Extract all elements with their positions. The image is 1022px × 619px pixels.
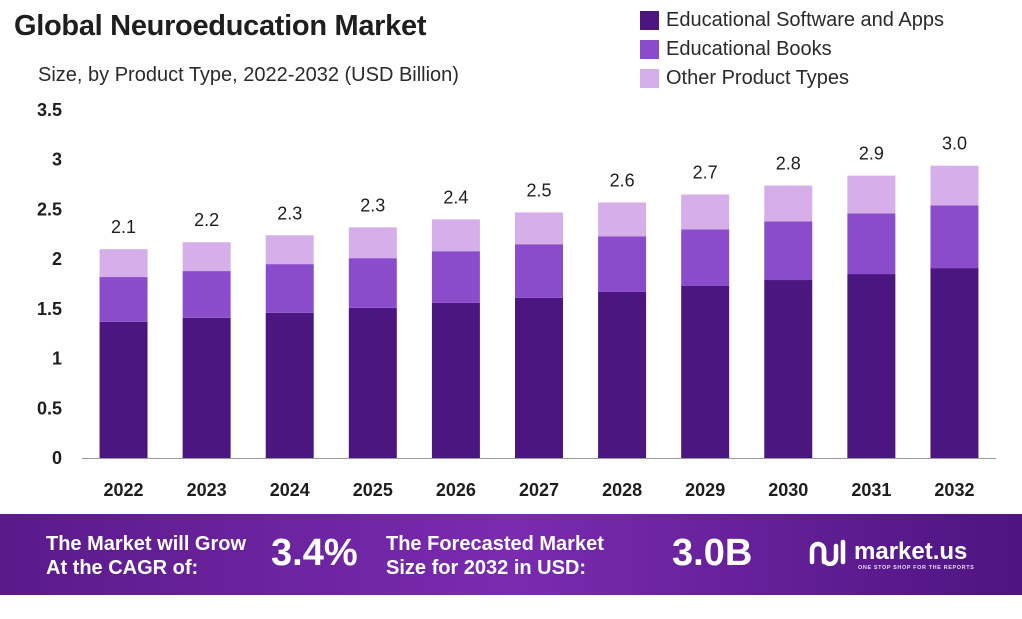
x-tick-label-2032: 2032 (934, 480, 974, 500)
bar-other-2031 (847, 175, 896, 214)
legend-swatch-software (640, 11, 659, 30)
legend-item-other: Other Product Types (640, 64, 944, 93)
cagr-label-line-1: The Market will Grow (46, 533, 247, 555)
total-label-2029: 2.7 (693, 163, 718, 183)
legend: Educational Software and Apps Educationa… (640, 6, 944, 93)
bar-other-2023 (182, 242, 231, 272)
bar-software-2025 (348, 307, 397, 458)
x-tick-label-2022: 2022 (104, 480, 144, 500)
total-label-2026: 2.4 (443, 187, 468, 207)
x-tick-label-2029: 2029 (685, 480, 725, 500)
legend-swatch-books (640, 40, 659, 59)
bar-books-2026 (431, 251, 480, 303)
y-tick-label-1: 0.5 (37, 398, 62, 418)
cagr-label: The Market will Grow At the CAGR of: (46, 532, 246, 580)
bar-other-2028 (598, 202, 647, 237)
bar-books-2029 (681, 229, 730, 286)
bar-software-2031 (847, 274, 896, 458)
forecast-label-line-1: The Forecasted Market (386, 533, 604, 555)
bar-software-2022 (99, 321, 148, 458)
y-tick-label-3: 1.5 (37, 299, 62, 319)
x-tick-label-2031: 2031 (851, 480, 891, 500)
y-tick-label-0: 0 (52, 448, 62, 468)
x-tick-label-2026: 2026 (436, 480, 476, 500)
bar-other-2032 (930, 165, 979, 206)
bar-software-2027 (515, 297, 563, 458)
brand-tagline: ONE STOP SHOP FOR THE REPORTS (858, 565, 975, 571)
bar-other-2026 (431, 219, 480, 252)
total-label-2028: 2.6 (610, 170, 635, 190)
total-label-2022: 2.1 (111, 217, 136, 237)
bar-other-2024 (265, 235, 314, 265)
forecast-label: The Forecasted Market Size for 2032 in U… (386, 532, 604, 580)
stacked-bar-chart: 0 0.5 1 1.5 2 2.5 3 3.5 2.1 2022 2.2 2023 2.3 2024 2.3… (37, 100, 996, 500)
market-us-logo-icon (809, 539, 846, 566)
forecast-label-line-2: Size for 2032 in USD: (386, 557, 587, 579)
y-tick-label-6: 3 (52, 150, 62, 170)
footer-banner: The Market will Grow At the CAGR of: 3.4… (0, 514, 1022, 595)
bar-software-2024 (265, 312, 314, 458)
x-tick-label-2030: 2030 (768, 480, 808, 500)
y-tick-label-7: 3.5 (37, 100, 62, 120)
cagr-value: 3.4% (271, 532, 358, 574)
total-label-2025: 2.3 (360, 195, 385, 215)
bar-books-2025 (348, 258, 397, 308)
x-tick-label-2025: 2025 (353, 480, 393, 500)
bar-other-2029 (681, 194, 730, 230)
forecast-value: 3.0B (672, 532, 753, 574)
y-tick-label-5: 2.5 (37, 199, 62, 219)
bar-software-2030 (764, 280, 813, 458)
total-label-2030: 2.8 (776, 154, 801, 174)
total-label-2023: 2.2 (194, 210, 219, 230)
chart-subtitle: Size, by Product Type, 2022-2032 (USD Bi… (38, 64, 459, 86)
total-label-2031: 2.9 (859, 144, 884, 164)
bar-books-2030 (764, 221, 813, 281)
legend-item-books: Educational Books (640, 35, 944, 64)
bar-other-2027 (515, 212, 563, 245)
total-label-2032: 3.0 (942, 134, 967, 154)
total-label-2027: 2.5 (526, 180, 551, 200)
bar-books-2031 (847, 213, 896, 275)
chart-title: Global Neuroeducation Market (14, 10, 427, 42)
y-tick-label-4: 2 (52, 249, 62, 269)
brand-name: market.us (854, 538, 968, 565)
bar-books-2024 (265, 264, 314, 313)
cagr-label-line-2: At the CAGR of: (46, 557, 199, 579)
legend-label-software: Educational Software and Apps (666, 9, 944, 31)
legend-label-other: Other Product Types (666, 67, 850, 89)
total-label-2024: 2.3 (277, 203, 302, 223)
legend-swatch-other (640, 69, 659, 88)
bar-books-2023 (182, 271, 231, 318)
x-tick-label-2027: 2027 (519, 480, 559, 500)
legend-label-books: Educational Books (666, 38, 832, 60)
bar-software-2028 (598, 291, 647, 458)
bar-other-2030 (764, 185, 813, 222)
bar-software-2032 (930, 268, 979, 458)
bar-books-2028 (598, 236, 647, 292)
y-tick-label-2: 1 (52, 349, 62, 369)
bar-software-2023 (182, 317, 231, 458)
x-tick-label-2024: 2024 (270, 480, 310, 500)
bar-software-2029 (681, 285, 730, 458)
bar-software-2026 (431, 302, 480, 458)
bar-other-2025 (348, 227, 397, 259)
legend-item-software: Educational Software and Apps (640, 6, 944, 35)
bar-books-2027 (515, 244, 563, 298)
brand-logo: market.us (808, 538, 967, 566)
x-tick-label-2028: 2028 (602, 480, 642, 500)
x-tick-label-2023: 2023 (187, 480, 227, 500)
bar-books-2032 (930, 205, 979, 269)
bar-books-2022 (99, 277, 148, 322)
bar-other-2022 (99, 249, 148, 278)
